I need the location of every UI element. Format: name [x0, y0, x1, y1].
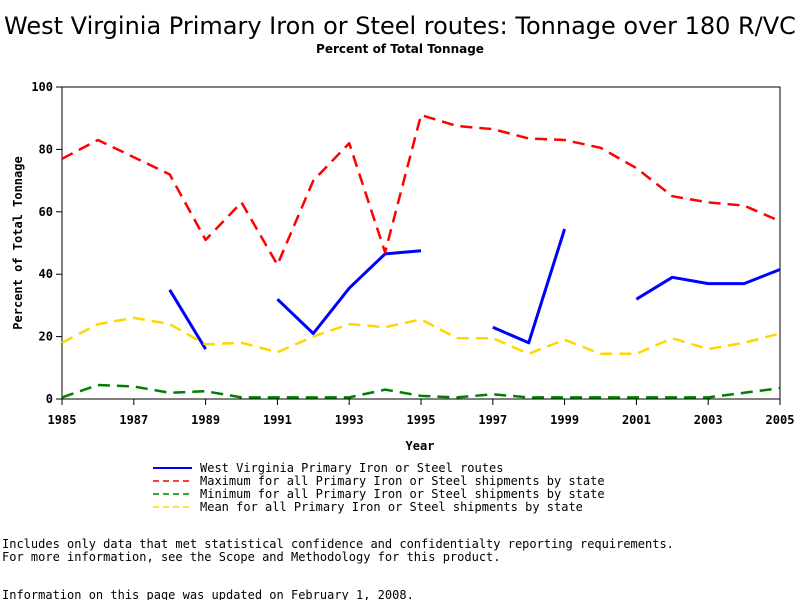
legend-label-4: Mean for all Primary Iron or Steel shipm…: [200, 500, 583, 514]
x-tick-label: 1991: [263, 413, 292, 427]
series-line-1: [635, 268, 781, 301]
x-tick-label: 2005: [766, 413, 795, 427]
series-line-1: [276, 249, 422, 335]
legend-label-3: Minimum for all Primary Iron or Steel sh…: [200, 487, 605, 501]
x-axis-label: Year: [406, 439, 435, 453]
chart-subtitle: Percent of Total Tonnage: [316, 42, 484, 56]
x-tick-label: 1997: [478, 413, 507, 427]
y-tick-label: 40: [39, 267, 53, 281]
series-line-2: [61, 113, 781, 267]
x-axis: 1985 1987 1989 1991 1993 1995 1997 1999 2001 2003…: [48, 399, 795, 427]
x-tick-label: 1993: [335, 413, 364, 427]
x-tick-label: 1985: [48, 413, 77, 427]
series-layer: [61, 113, 781, 399]
y-tick-label: 100: [31, 80, 53, 94]
y-tick-label: 80: [39, 142, 53, 156]
x-tick-label: 1995: [407, 413, 436, 427]
x-tick-label: 1987: [119, 413, 148, 427]
y-axis-label: Percent of Total Tonnage: [11, 156, 25, 329]
series-line-3: [61, 383, 781, 399]
series-line-4: [61, 316, 781, 356]
plot-area: [61, 86, 781, 400]
series-line-1: [168, 289, 207, 350]
legend-label-1: West Virginia Primary Iron or Steel rout…: [200, 461, 503, 475]
chart-title: West Virginia Primary Iron or Steel rout…: [4, 12, 796, 40]
note-line-1: Includes only data that met statistical …: [2, 537, 674, 551]
x-tick-label: 2003: [694, 413, 723, 427]
y-tick-label: 20: [39, 330, 53, 344]
x-tick-label: 2001: [622, 413, 651, 427]
legend: West Virginia Primary Iron or Steel rout…: [153, 461, 605, 514]
y-tick-label: 60: [39, 205, 53, 219]
update-note: Information on this page was updated on …: [2, 588, 414, 600]
y-axis: 0 20 40 60 80 100: [31, 80, 62, 406]
x-tick-label: 1999: [550, 413, 579, 427]
series-line-1: [492, 228, 567, 345]
x-tick-label: 1989: [191, 413, 220, 427]
note-line-2: For more information, see the Scope and …: [2, 550, 501, 564]
legend-label-2: Maximum for all Primary Iron or Steel sh…: [200, 474, 605, 488]
y-tick-label: 0: [46, 392, 53, 406]
